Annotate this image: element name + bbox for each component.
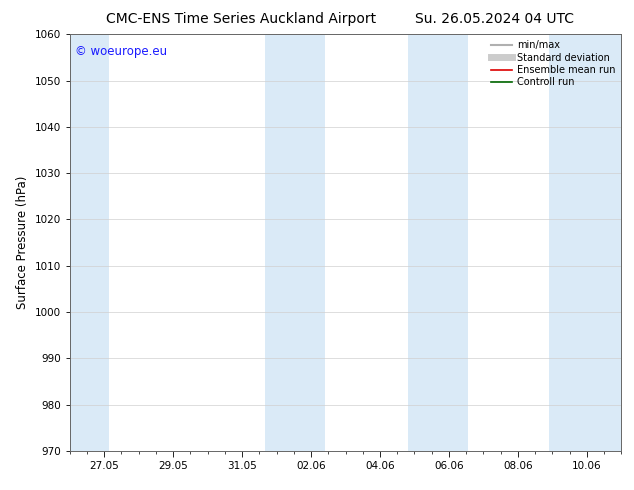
Bar xyxy=(549,34,621,451)
Bar xyxy=(70,34,110,451)
Text: CMC-ENS Time Series Auckland Airport: CMC-ENS Time Series Auckland Airport xyxy=(106,12,376,26)
Legend: min/max, Standard deviation, Ensemble mean run, Controll run: min/max, Standard deviation, Ensemble me… xyxy=(487,36,619,91)
Text: Su. 26.05.2024 04 UTC: Su. 26.05.2024 04 UTC xyxy=(415,12,574,26)
Bar xyxy=(264,34,325,451)
Text: © woeurope.eu: © woeurope.eu xyxy=(75,45,167,58)
Bar xyxy=(408,34,468,451)
Y-axis label: Surface Pressure (hPa): Surface Pressure (hPa) xyxy=(16,176,29,309)
